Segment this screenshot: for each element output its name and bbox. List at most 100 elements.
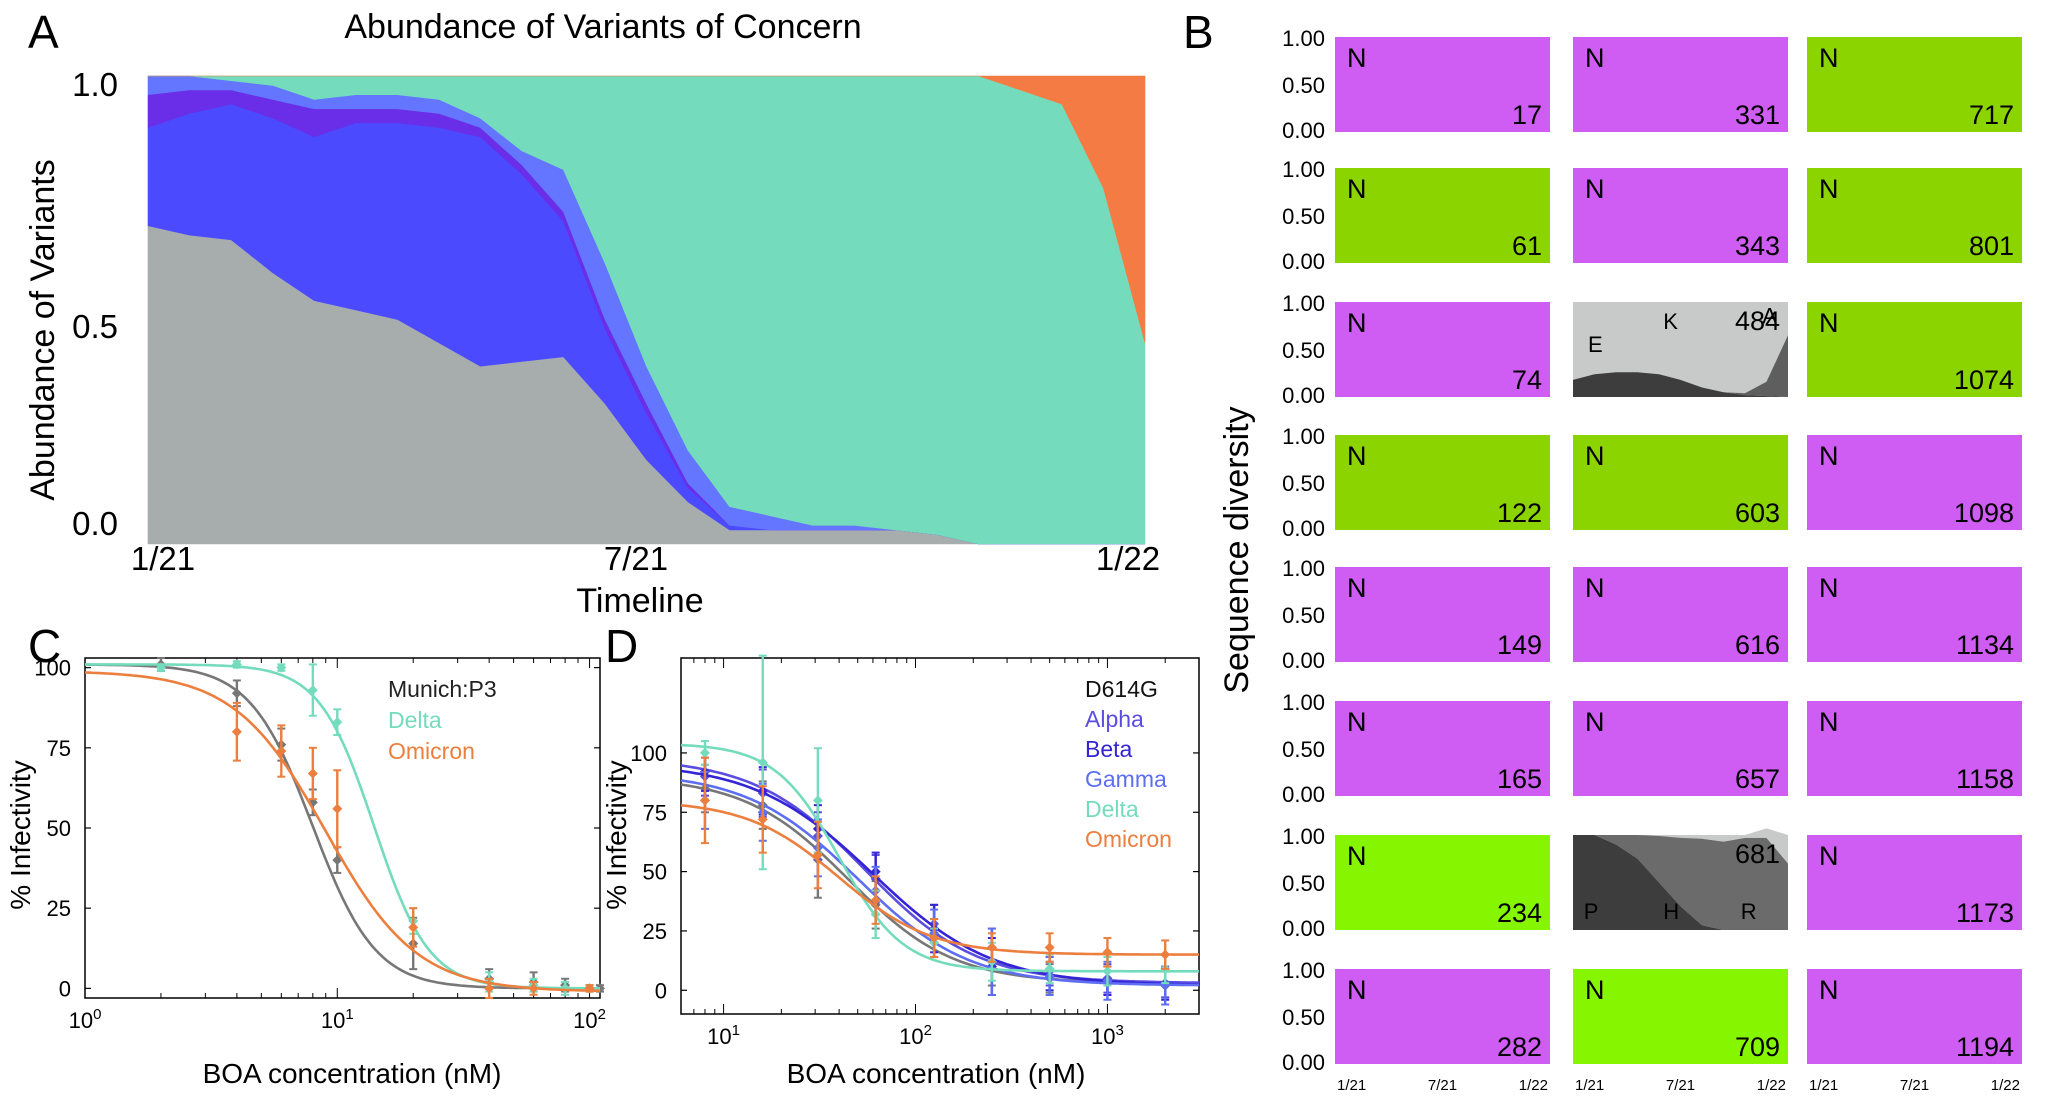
data-point: [1044, 963, 1055, 974]
tile-background: [1573, 701, 1788, 796]
tile-background: [1807, 835, 2022, 930]
data-point: [1160, 949, 1171, 960]
panel-label-d: D: [605, 620, 638, 672]
tile-position: 17: [1512, 100, 1542, 130]
chart-c-legend-munich: Munich:P3: [388, 676, 497, 702]
ytick-label: 25: [47, 896, 71, 921]
tile-122: N 122: [1335, 435, 1550, 530]
tile-position: 1173: [1956, 898, 2014, 928]
tile-position: 122: [1497, 498, 1542, 528]
tile-xtick: 1/22: [1757, 1077, 1786, 1094]
tile-position: 1098: [1954, 498, 2014, 528]
data-point: [155, 662, 166, 673]
chart-b-ylabel: Sequence diversity: [1218, 406, 1256, 693]
tile-residue-label: N: [1347, 308, 1367, 338]
chart-d-legend-gamma: Gamma: [1085, 766, 1167, 792]
residue-label-K: K: [1663, 309, 1678, 334]
chart-d-legend-beta: Beta: [1085, 736, 1133, 762]
tile-709: N 709: [1573, 969, 1788, 1064]
tile-residue-label: N: [1347, 174, 1367, 204]
tile-ytick: 0.50: [1282, 338, 1325, 363]
xtick-label: 102: [899, 1022, 932, 1049]
residue-label-H: H: [1663, 899, 1679, 924]
residue-label-P: P: [1584, 899, 1599, 924]
tile-position: 681: [1735, 839, 1780, 869]
chart-a-title: Abundance of Variants of Concern: [344, 8, 861, 46]
tile-position: 343: [1735, 231, 1780, 261]
xtick-exponent: 1: [345, 1006, 353, 1023]
fit-curve-gamma: [680, 779, 1200, 987]
tile-position: 282: [1497, 1032, 1542, 1062]
tile-position: 484: [1735, 306, 1780, 336]
tile-xtick: 7/21: [1428, 1077, 1457, 1094]
fit-curve-delta: [680, 743, 1199, 973]
tile-background: [1573, 969, 1788, 1064]
data-point: [231, 688, 242, 699]
tile-ytick: 0.00: [1282, 916, 1325, 941]
tile-residue-label: N: [1819, 573, 1839, 603]
tile-234: N 234: [1335, 835, 1550, 930]
tile-xtick: 1/22: [1991, 1077, 2020, 1094]
data-point: [276, 746, 287, 757]
data-point: [332, 803, 343, 814]
chart-d-legend-omicron: Omicron: [1085, 826, 1172, 852]
tile-background: [1335, 567, 1550, 662]
tile-ytick: 0.50: [1282, 871, 1325, 896]
ytick-label: 0: [59, 976, 71, 1001]
data-point: [699, 795, 710, 806]
tile-282: N 282: [1335, 969, 1550, 1064]
xtick-exponent: 0: [93, 1006, 101, 1023]
tile-61: N 61: [1335, 168, 1550, 263]
tile-residue-label: N: [1819, 308, 1839, 338]
panel-label-b: B: [1183, 6, 1214, 58]
chart-d-xlabel: BOA concentration (nM): [787, 1058, 1086, 1089]
tile-ytick: 0.50: [1282, 204, 1325, 229]
tile-331: N 331: [1573, 37, 1788, 132]
data-point: [408, 922, 419, 933]
chart-d-ylabel: % Infectivity: [601, 760, 632, 909]
tile-657: N 657: [1573, 701, 1788, 796]
residue-label-E: E: [1588, 332, 1603, 357]
tile-ytick: 0.00: [1282, 118, 1325, 143]
chart-a-ylabel: Abundance of Variants: [24, 159, 62, 501]
tile-ytick: 1.00: [1282, 556, 1325, 581]
tile-residue-label: N: [1819, 43, 1839, 73]
tile-ytick: 0.00: [1282, 383, 1325, 408]
chart-a-xtick: 1/21: [131, 540, 195, 577]
data-point: [484, 983, 495, 994]
tile-ytick: 1.00: [1282, 26, 1325, 51]
chart-a-ytick: 0.0: [72, 505, 118, 542]
chart-d-frame: [680, 657, 1200, 1015]
tile-background: [1573, 435, 1788, 530]
chart-d-legend-delta: Delta: [1085, 796, 1139, 822]
data-point: [528, 983, 539, 994]
tile-681: P H R 681: [1573, 828, 1788, 930]
tile-position: 1134: [1956, 630, 2014, 660]
tile-residue-label: N: [1347, 841, 1367, 871]
chart-a-xlabel: Timeline: [576, 582, 703, 620]
tile-residue-label: N: [1585, 975, 1605, 1005]
tile-xtick: 7/21: [1900, 1077, 1929, 1094]
chart-a-ytick: 1.0: [72, 66, 118, 103]
tile-residue-label: N: [1819, 441, 1839, 471]
tile-616: N 616: [1573, 567, 1788, 662]
chart-a-ytick: 0.5: [72, 308, 118, 345]
diversity-area-P: [1573, 835, 1788, 930]
tile-background: [1335, 835, 1550, 930]
tile-343: N 343: [1573, 168, 1788, 263]
xtick-exponent: 2: [598, 1006, 606, 1023]
xtick-base: 10: [1091, 1024, 1115, 1049]
tile-1158: N 1158: [1807, 701, 2022, 796]
tile-background: [1807, 435, 2022, 530]
tile-residue-label: N: [1347, 573, 1367, 603]
tile-background: [1807, 567, 2022, 662]
tile-801: N 801: [1807, 168, 2022, 263]
tile-residue-label: N: [1819, 975, 1839, 1005]
panel-b: B Sequence diversity 1.00 0.50 0.00 N 17 N 331…: [1183, 6, 2022, 1094]
tile-background: [1807, 37, 2022, 132]
fit-curve-omicron: [680, 804, 1199, 956]
tile-xtick: 1/22: [1519, 1077, 1548, 1094]
